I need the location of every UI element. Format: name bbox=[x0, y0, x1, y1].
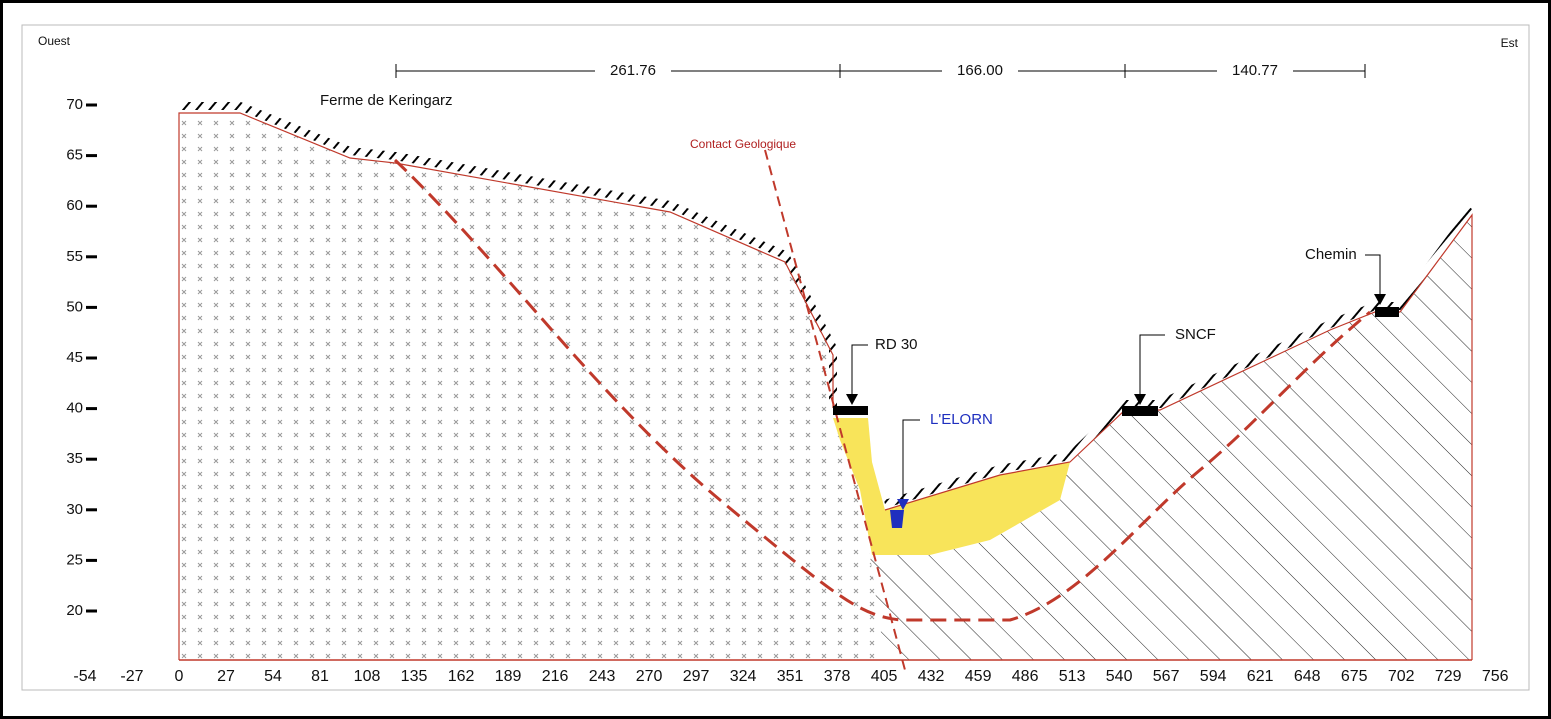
label-bg bbox=[1217, 61, 1293, 81]
label: Est bbox=[1501, 36, 1519, 50]
arrow bbox=[1374, 294, 1386, 305]
x-tick-label: 378 bbox=[824, 668, 851, 685]
y-tick-label: 40 bbox=[66, 400, 83, 417]
label: Ouest bbox=[38, 34, 71, 48]
arrow bbox=[897, 499, 909, 510]
x-tick-label: 27 bbox=[217, 668, 235, 685]
y-tick-label: 20 bbox=[66, 602, 83, 619]
y-tick-label: 70 bbox=[66, 96, 83, 113]
road-rd30 bbox=[833, 406, 868, 415]
x-tick-label: 297 bbox=[683, 668, 710, 685]
x-tick-label: 540 bbox=[1106, 668, 1133, 685]
x-tick-label: 189 bbox=[495, 668, 522, 685]
x-tick-label: 243 bbox=[589, 668, 616, 685]
label: RD 30 bbox=[875, 336, 918, 353]
dimension-label: 261.76 bbox=[610, 62, 656, 79]
y-tick-label: 60 bbox=[66, 197, 83, 214]
x-tick-label: 54 bbox=[264, 668, 282, 685]
inner-frame bbox=[21, 24, 1530, 691]
label: Ferme de Keringarz bbox=[320, 92, 453, 109]
x-tick-label: 135 bbox=[401, 668, 428, 685]
y-tick-label: 30 bbox=[66, 501, 83, 518]
x-tick-label: -54 bbox=[73, 668, 96, 685]
contact-line bbox=[764, 149, 906, 671]
x-tick-label: 459 bbox=[965, 668, 992, 685]
label: SNCF bbox=[1175, 326, 1216, 343]
x-tick-label: 162 bbox=[448, 668, 475, 685]
x-tick-label: 270 bbox=[636, 668, 663, 685]
x-tick-label: 216 bbox=[542, 668, 569, 685]
river bbox=[890, 510, 904, 528]
railway bbox=[1122, 406, 1158, 416]
label: L'ELORN bbox=[930, 411, 993, 428]
y-tick-label: 50 bbox=[66, 298, 83, 315]
label-bg bbox=[595, 61, 671, 81]
x-tick-label: 351 bbox=[777, 668, 804, 685]
x-tick-label: 108 bbox=[354, 668, 381, 685]
x-tick-label: 0 bbox=[175, 668, 184, 685]
leader bbox=[851, 344, 868, 398]
topsoil-east bbox=[883, 206, 1476, 508]
x-tick-label: 567 bbox=[1153, 668, 1180, 685]
arrow bbox=[846, 394, 858, 405]
x-tick-label: 729 bbox=[1435, 668, 1462, 685]
surface-west bbox=[178, 112, 834, 660]
leader bbox=[902, 419, 920, 503]
x-tick-label: 621 bbox=[1247, 668, 1274, 685]
x-tick-label: 594 bbox=[1200, 668, 1227, 685]
x-tick-label: 81 bbox=[311, 668, 329, 685]
x-tick-label: 756 bbox=[1482, 668, 1509, 685]
leader bbox=[1365, 254, 1381, 298]
y-tick-label: 55 bbox=[66, 248, 83, 265]
x-tick-label: 648 bbox=[1294, 668, 1321, 685]
granite-zone bbox=[179, 113, 885, 660]
x-tick-label: 675 bbox=[1341, 668, 1368, 685]
x-tick-label: 702 bbox=[1388, 668, 1415, 685]
label: Contact Geologique bbox=[690, 137, 796, 151]
y-tick-label: 45 bbox=[66, 349, 83, 366]
y-tick-label: 25 bbox=[66, 551, 83, 568]
y-tick-label: 65 bbox=[66, 147, 83, 164]
topsoil-west bbox=[179, 102, 837, 408]
leader bbox=[1139, 334, 1165, 398]
arrow bbox=[1134, 394, 1146, 405]
dimension-label: 166.00 bbox=[957, 62, 1003, 79]
x-tick-label: 513 bbox=[1059, 668, 1086, 685]
label: Chemin bbox=[1305, 246, 1357, 263]
x-tick-label: 324 bbox=[730, 668, 757, 685]
path bbox=[1375, 307, 1399, 317]
x-tick-label: 432 bbox=[918, 668, 945, 685]
x-tick-label: 486 bbox=[1012, 668, 1039, 685]
x-tick-label: -27 bbox=[120, 668, 143, 685]
surface-east bbox=[884, 213, 1473, 660]
dimension-label: 140.77 bbox=[1232, 62, 1278, 79]
schist-zone bbox=[870, 215, 1472, 660]
y-tick-label: 35 bbox=[66, 450, 83, 467]
label-bg bbox=[942, 61, 1018, 81]
x-tick-label: 405 bbox=[871, 668, 898, 685]
